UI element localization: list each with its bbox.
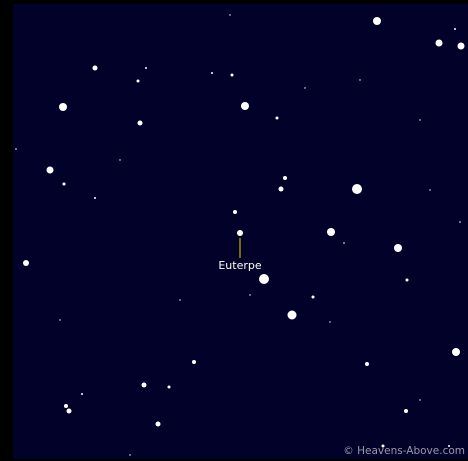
target-label: Euterpe: [218, 259, 262, 272]
star: [457, 42, 465, 50]
star: [62, 182, 66, 186]
star: [59, 103, 67, 111]
star: [249, 294, 251, 296]
star: [233, 210, 237, 214]
star: [352, 184, 362, 194]
star: [452, 348, 460, 356]
star: [237, 230, 243, 236]
star: [278, 186, 284, 192]
star: [419, 399, 421, 401]
star: [230, 73, 234, 77]
star: [241, 102, 249, 110]
star: [275, 116, 279, 120]
star: [81, 393, 83, 395]
star: [365, 362, 369, 366]
star: [311, 295, 315, 299]
star: [229, 14, 231, 16]
star: [405, 278, 409, 282]
star: [129, 454, 131, 456]
star: [64, 404, 68, 408]
star: [435, 39, 443, 47]
star: [259, 274, 269, 284]
star: [94, 197, 96, 199]
star: [381, 444, 385, 448]
star: [404, 409, 408, 413]
star: [23, 260, 29, 266]
star: [287, 310, 297, 320]
star: [283, 176, 287, 180]
star: [137, 120, 143, 126]
star: [327, 228, 335, 236]
star: [192, 360, 196, 364]
stars: [15, 14, 465, 456]
star: [419, 119, 421, 121]
star: [66, 408, 72, 414]
star: [119, 159, 121, 161]
star: [145, 67, 147, 69]
star: [46, 166, 54, 174]
star: [304, 87, 306, 89]
star: [373, 17, 381, 25]
star: [136, 79, 140, 83]
star: [343, 242, 345, 244]
star: [179, 299, 181, 301]
star: [448, 445, 450, 447]
star: [15, 148, 17, 150]
copyright: © Heavens-Above.com: [343, 445, 465, 457]
star: [211, 72, 213, 74]
star: [459, 221, 461, 223]
star: [155, 421, 161, 427]
star: [429, 189, 431, 191]
star: [454, 28, 456, 30]
star: [92, 65, 98, 71]
star: [141, 382, 147, 388]
star: [167, 385, 171, 389]
star: [329, 321, 331, 323]
star: [59, 319, 61, 321]
star: [359, 79, 361, 81]
star: [394, 244, 402, 252]
